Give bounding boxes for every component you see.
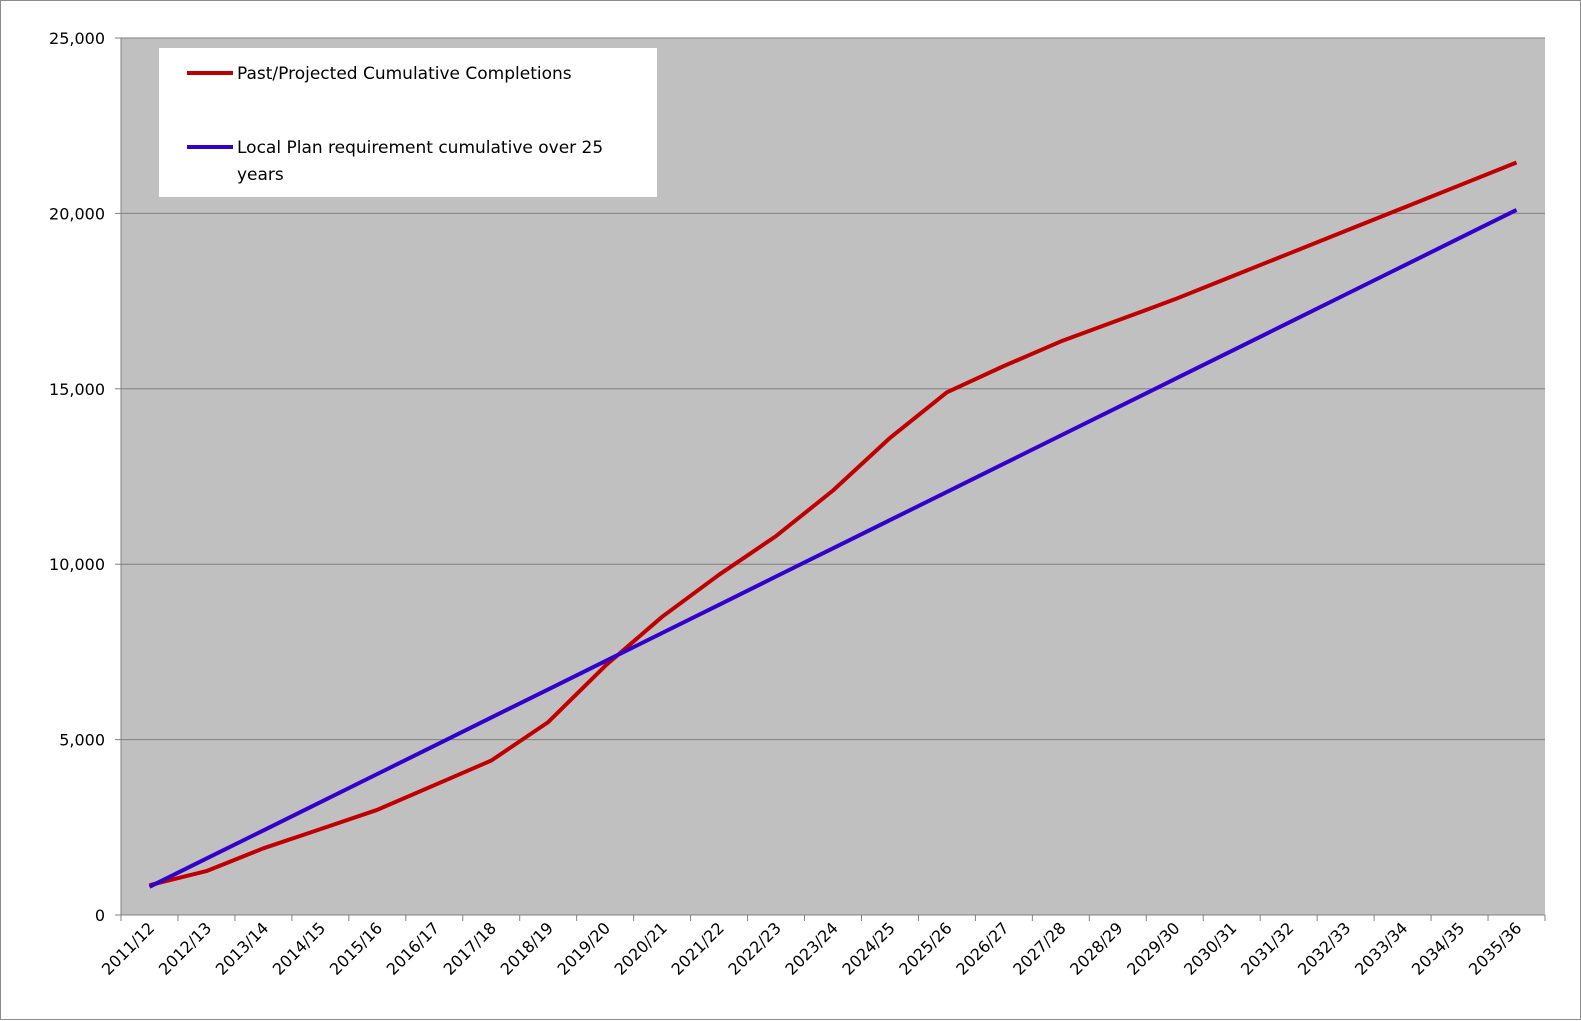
series-line-completions bbox=[149, 160, 1518, 888]
y-tick-labels: 0 5,000 10,000 15,000 20,000 25,000 bbox=[49, 29, 105, 925]
x-tick-label: 2032/33 bbox=[1294, 918, 1354, 978]
x-tick-label: 2012/13 bbox=[155, 918, 215, 978]
x-tick-label: 2035/36 bbox=[1465, 918, 1525, 978]
axes bbox=[115, 37, 1546, 921]
legend-label-requirement-line-1: Local Plan requirement cumulative over 2… bbox=[237, 138, 603, 158]
gridlines bbox=[121, 37, 1545, 741]
legend-label-completions: Past/Projected Cumulative Completions bbox=[237, 64, 572, 84]
series-line-requirement bbox=[148, 208, 1518, 889]
x-tick-label: 2031/32 bbox=[1237, 918, 1297, 978]
x-tick-label: 2025/26 bbox=[895, 918, 955, 978]
x-tick-label: 2030/31 bbox=[1180, 918, 1240, 978]
x-tick-label: 2016/17 bbox=[383, 918, 443, 978]
x-tick-label: 2018/19 bbox=[497, 918, 557, 978]
x-tick-label: 2015/16 bbox=[326, 918, 386, 978]
legend-label-requirement: Local Plan requirement cumulative over 2… bbox=[237, 138, 609, 185]
x-tick-label: 2022/23 bbox=[724, 918, 784, 978]
x-tick-label: 2011/12 bbox=[98, 918, 158, 978]
x-tick-label: 2027/28 bbox=[1009, 918, 1069, 978]
x-tick-label: 2034/35 bbox=[1408, 918, 1468, 978]
x-tick-label: 2021/22 bbox=[667, 918, 727, 978]
legend-label-requirement-line-2: years bbox=[237, 165, 284, 185]
x-tick-label: 2013/14 bbox=[212, 918, 272, 978]
y-tick-label: 0 bbox=[95, 906, 105, 925]
x-tick-label: 2014/15 bbox=[269, 918, 329, 978]
y-tick-label: 20,000 bbox=[49, 204, 105, 223]
x-tick-label: 2023/24 bbox=[781, 918, 841, 978]
x-tick-label: 2033/34 bbox=[1351, 918, 1411, 978]
x-tick-labels: 2011/122012/132013/142014/152015/162016/… bbox=[98, 918, 1525, 978]
x-tick-label: 2026/27 bbox=[952, 918, 1012, 978]
x-tick-label: 2020/21 bbox=[611, 918, 671, 978]
y-tick-label: 25,000 bbox=[49, 29, 105, 48]
y-tick-label: 15,000 bbox=[49, 380, 105, 399]
series-lines bbox=[148, 160, 1518, 889]
legend-box bbox=[159, 48, 657, 197]
y-tick-label: 5,000 bbox=[59, 731, 105, 750]
legend: Past/Projected Cumulative Completions Lo… bbox=[159, 48, 657, 197]
x-tick-label: 2029/30 bbox=[1123, 918, 1183, 978]
x-tick-label: 2024/25 bbox=[838, 918, 898, 978]
x-tick-label: 2017/18 bbox=[440, 918, 500, 978]
y-tick-label: 10,000 bbox=[49, 555, 105, 574]
x-tick-label: 2028/29 bbox=[1066, 918, 1126, 978]
x-tick-label: 2019/20 bbox=[554, 918, 614, 978]
